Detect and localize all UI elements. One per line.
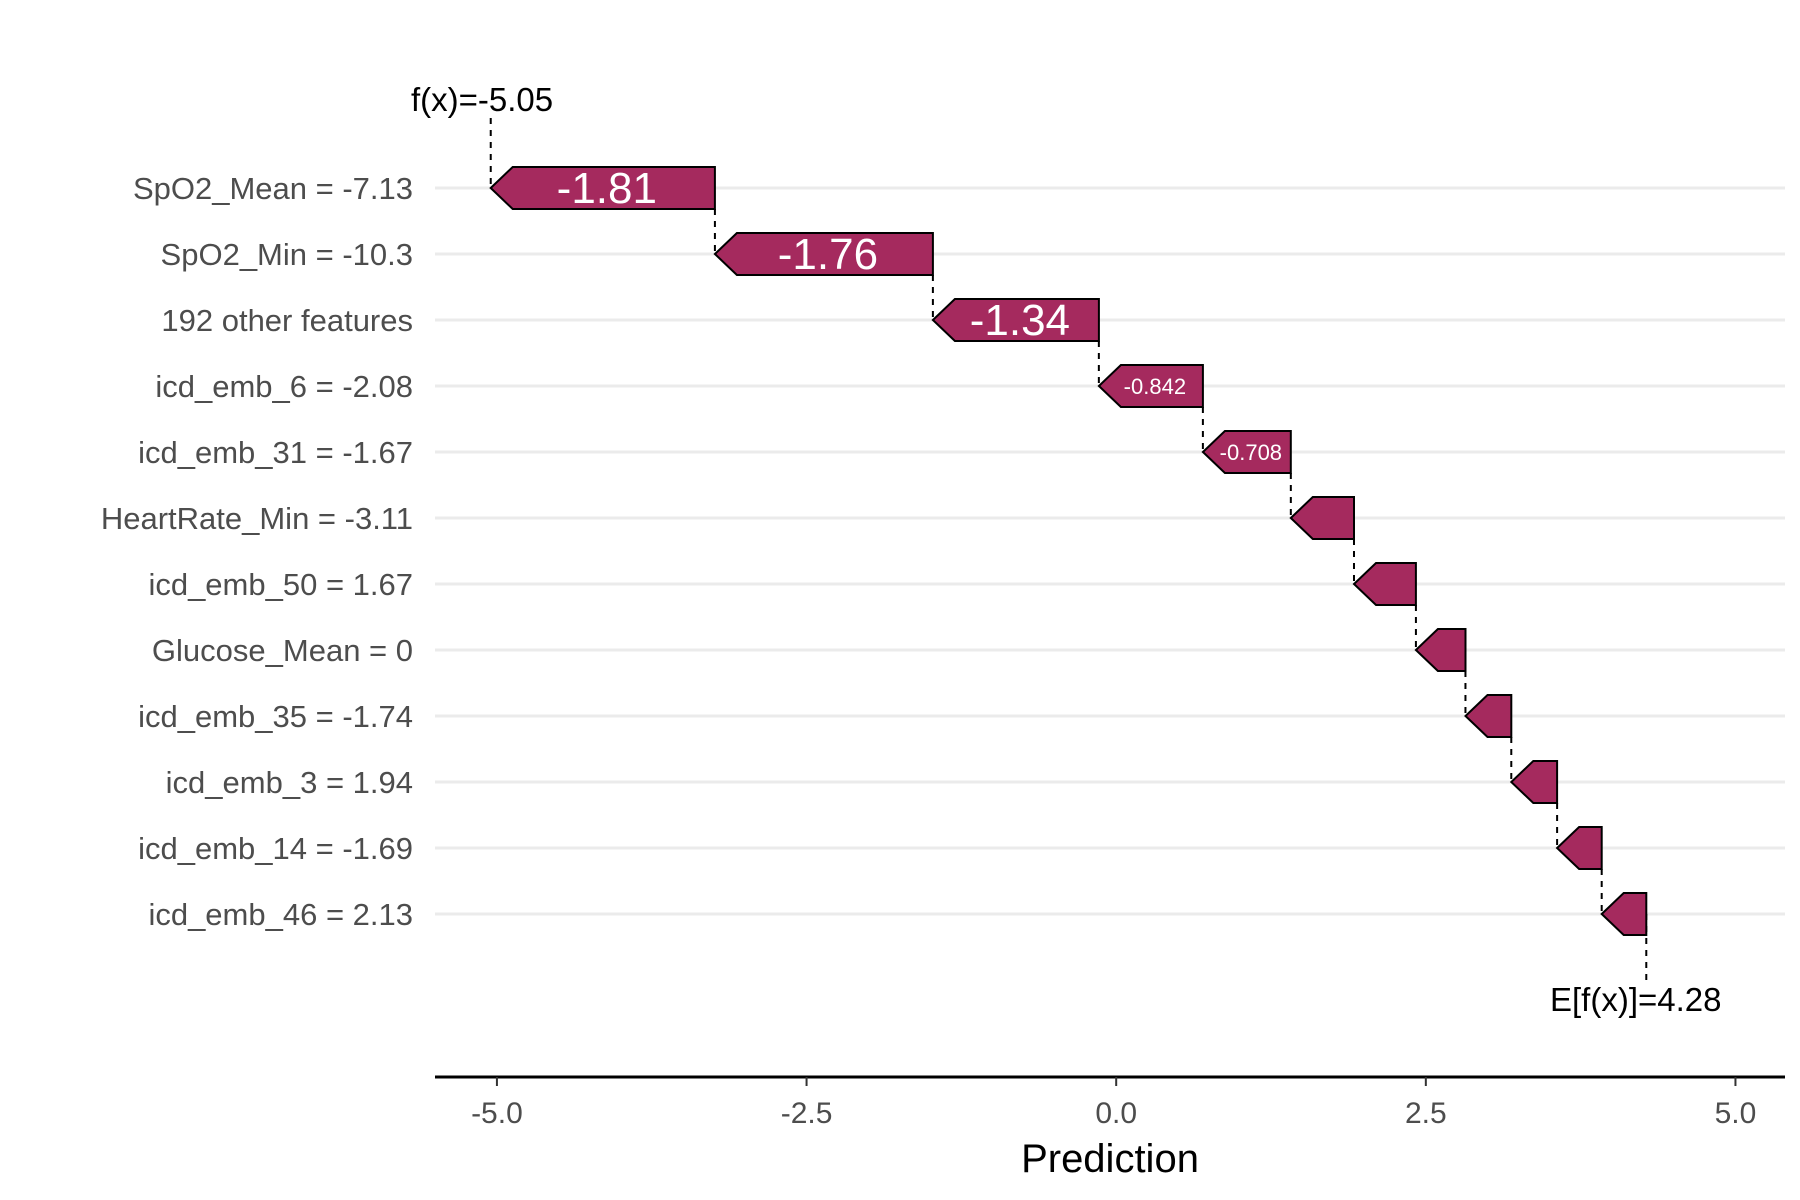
bar-value-label: -0.708 [1220, 440, 1282, 465]
axis-title: Prediction [1021, 1137, 1199, 1181]
waterfall-bar [1464, 694, 1513, 738]
bar-value-label: -0.842 [1124, 374, 1186, 399]
feature-label: SpO2_Mean = -7.13 [133, 171, 413, 206]
feature-label: 192 other features [161, 303, 413, 338]
x-tick-label: 2.5 [1405, 1097, 1447, 1130]
waterfall-bar [931, 298, 1100, 342]
feature-label: icd_emb_46 = 2.13 [148, 897, 413, 932]
feature-label: icd_emb_14 = -1.69 [138, 831, 413, 866]
output-value-label: f(x)=-5.05 [411, 81, 553, 118]
waterfall-bar [713, 232, 934, 276]
waterfall-bar [1414, 628, 1467, 672]
feature-label: Glucose_Mean = 0 [152, 633, 413, 668]
waterfall-bar [1097, 364, 1204, 408]
feature-label: icd_emb_3 = 1.94 [166, 765, 413, 800]
base-value-label: E[f(x)]=4.28 [1550, 981, 1722, 1018]
bars: -1.81 -1.76 -1.34 -0.842 -0.708 [489, 164, 1648, 936]
x-tick-label: -2.5 [781, 1097, 833, 1130]
bar-value-label: -1.76 [778, 230, 878, 279]
feature-label: icd_emb_6 = -2.08 [155, 369, 413, 404]
connector-lines [489, 118, 1648, 982]
bar-value-label: -1.34 [970, 296, 1070, 345]
feature-label: SpO2_Min = -10.3 [161, 237, 413, 272]
feature-label: HeartRate_Min = -3.11 [101, 501, 413, 536]
grid-lines [435, 186, 1785, 916]
feature-label: icd_emb_31 = -1.67 [138, 435, 413, 470]
feature-labels: SpO2_Mean = -7.13 SpO2_Min = -10.3 192 oth… [101, 171, 413, 932]
waterfall-bar [489, 166, 716, 210]
waterfall-bar [1289, 496, 1355, 540]
bar-value-label: -1.81 [557, 164, 657, 213]
waterfall-bar [1509, 760, 1559, 804]
x-axis: -5.0 -2.5 0.0 2.5 5.0 [435, 1075, 1785, 1130]
x-tick-label: 5.0 [1715, 1097, 1757, 1130]
feature-label: icd_emb_50 = 1.67 [148, 567, 413, 602]
waterfall-bar [1600, 892, 1648, 936]
waterfall-bar [1201, 430, 1292, 474]
waterfall-bar [1555, 826, 1603, 870]
x-tick-label: 0.0 [1095, 1097, 1137, 1130]
x-tick-label: -5.0 [471, 1097, 523, 1130]
waterfall-bar [1352, 562, 1417, 606]
feature-label: icd_emb_35 = -1.74 [138, 699, 413, 734]
